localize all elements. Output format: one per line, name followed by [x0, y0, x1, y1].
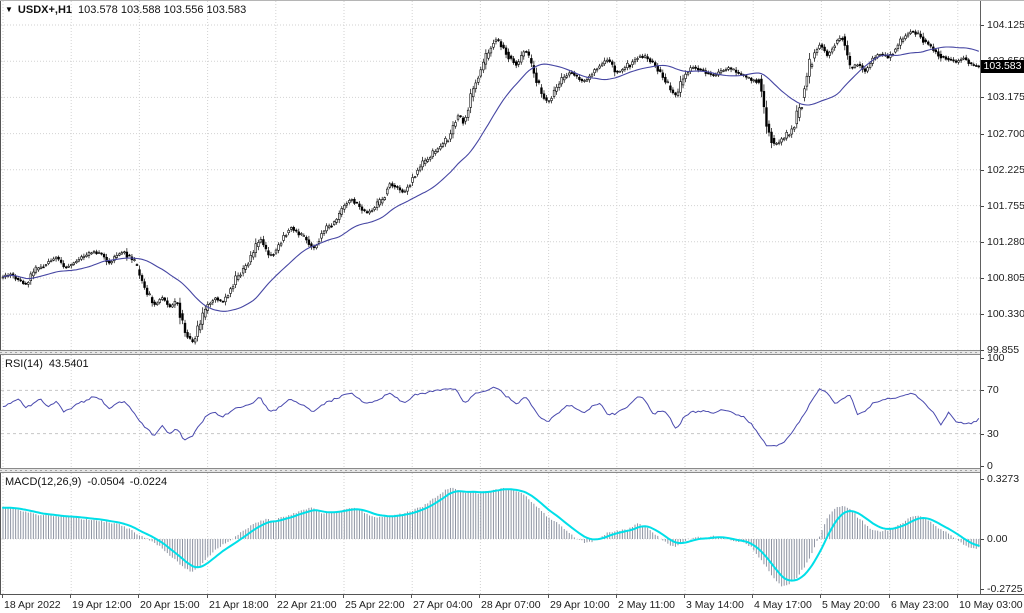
- time-axis-label: 29 Apr 10:00: [550, 599, 610, 611]
- pane-divider-rsi[interactable]: [0, 350, 980, 355]
- chart-title: ▼ USDX+,H1 103.578 103.588 103.556 103.583: [5, 4, 248, 16]
- time-axis-label: 2 May 11:00: [618, 599, 676, 611]
- price-axis-label: 101.280: [987, 236, 1024, 248]
- time-axis-tick: [70, 595, 71, 598]
- collapse-arrow-icon[interactable]: ▼: [5, 5, 13, 14]
- macd-axis-label: -0.2725: [987, 583, 1023, 595]
- time-axis-tick: [207, 595, 208, 598]
- price-axis-label: 100.330: [987, 308, 1024, 320]
- rsi-axis-label: 0: [987, 460, 993, 472]
- price-axis-label: 101.755: [987, 200, 1024, 212]
- price-axis-label: 102.700: [987, 128, 1024, 140]
- time-axis-tick: [752, 595, 753, 598]
- time-axis-label: 19 Apr 12:00: [72, 599, 132, 611]
- price-axis-label-tick: [981, 25, 984, 26]
- price-axis-label-tick: [981, 242, 984, 243]
- macd-axis-label-tick: [981, 479, 984, 480]
- macd-name: MACD(12,26,9): [5, 476, 82, 488]
- price-axis-label-tick: [981, 350, 984, 351]
- time-axis-tick: [479, 595, 480, 598]
- current-price-badge: 103.583: [981, 60, 1024, 73]
- price-axis-label-tick: [981, 97, 984, 98]
- price-axis-label: 103.175: [987, 91, 1024, 103]
- time-axis-label: 28 Apr 07:00: [481, 599, 541, 611]
- macd-axis-label-tick: [981, 589, 984, 590]
- price-axis[interactable]: 104.125103.650103.175102.700102.225101.7…: [980, 1, 1024, 595]
- price-pane[interactable]: ▼ USDX+,H1 103.578 103.588 103.556 103.583: [0, 1, 980, 350]
- macd-axis-label: 0.00: [987, 533, 1008, 545]
- time-axis-tick: [820, 595, 821, 598]
- rsi-axis-label-tick: [981, 390, 984, 391]
- time-axis-label: 21 Apr 18:00: [209, 599, 269, 611]
- price-axis-label-tick: [981, 170, 984, 171]
- macd-main-value: -0.0504: [87, 476, 125, 488]
- price-chart-canvas[interactable]: [1, 1, 980, 350]
- rsi-name: RSI(14): [5, 358, 43, 370]
- price-axis-label: 102.225: [987, 164, 1024, 176]
- time-axis-tick: [138, 595, 139, 598]
- time-axis-label: 27 Apr 04:00: [413, 599, 473, 611]
- time-axis-tick: [411, 595, 412, 598]
- price-axis-label: 104.125: [987, 19, 1024, 31]
- time-axis-label: 22 Apr 21:00: [277, 599, 337, 611]
- time-axis-label: 3 May 14:00: [686, 599, 744, 611]
- time-axis-tick: [616, 595, 617, 598]
- symbol-timeframe: USDX+,H1: [17, 4, 73, 16]
- rsi-axis-label-tick: [981, 358, 984, 359]
- time-axis-tick: [275, 595, 276, 598]
- macd-pane[interactable]: MACD(12,26,9) -0.0504 -0.0224: [0, 473, 980, 594]
- time-axis[interactable]: 18 Apr 2022 19 Apr 12:00 20 Apr 15:00 21 Ap…: [0, 594, 1024, 613]
- time-axis-tick: [684, 595, 685, 598]
- time-axis-tick: [957, 595, 958, 598]
- rsi-axis-label-tick: [981, 434, 984, 435]
- time-axis-label: 4 May 17:00: [754, 599, 812, 611]
- ohlc-values: 103.578 103.588 103.556 103.583: [78, 4, 247, 16]
- rsi-pane[interactable]: RSI(14) 43.5401: [0, 355, 980, 468]
- time-axis-tick: [2, 595, 3, 598]
- time-axis-label: 20 Apr 15:00: [140, 599, 200, 611]
- price-axis-label-tick: [981, 134, 984, 135]
- price-axis-label-tick: [981, 314, 984, 315]
- rsi-value: 43.5401: [48, 358, 89, 370]
- price-axis-label: 99.855: [987, 344, 1020, 356]
- rsi-axis-label: 30: [987, 428, 999, 440]
- time-axis-label: 5 May 20:00: [822, 599, 880, 611]
- rsi-chart-canvas[interactable]: [1, 355, 980, 468]
- time-axis-label: 10 May 03:00: [959, 599, 1023, 611]
- rsi-axis-label: 100: [987, 352, 1005, 364]
- price-axis-label-tick: [981, 206, 984, 207]
- pane-divider-macd[interactable]: [0, 468, 980, 473]
- rsi-axis-label: 70: [987, 384, 999, 396]
- time-axis-label: 25 Apr 22:00: [345, 599, 405, 611]
- time-axis-label: 18 Apr 2022: [4, 599, 61, 611]
- macd-signal-value: -0.0224: [129, 476, 168, 488]
- price-axis-label: 100.805: [987, 272, 1024, 284]
- time-axis-tick: [343, 595, 344, 598]
- rsi-label: RSI(14) 43.5401: [5, 358, 91, 370]
- price-axis-label-tick: [981, 278, 984, 279]
- macd-label: MACD(12,26,9) -0.0504 -0.0224: [5, 476, 169, 488]
- rsi-axis-label-tick: [981, 466, 984, 467]
- time-axis-label: 6 May 23:00: [891, 599, 949, 611]
- time-axis-tick: [548, 595, 549, 598]
- time-axis-tick: [889, 595, 890, 598]
- macd-axis-label: 0.3273: [987, 473, 1020, 485]
- macd-axis-label-tick: [981, 539, 984, 540]
- macd-chart-canvas[interactable]: [1, 473, 980, 594]
